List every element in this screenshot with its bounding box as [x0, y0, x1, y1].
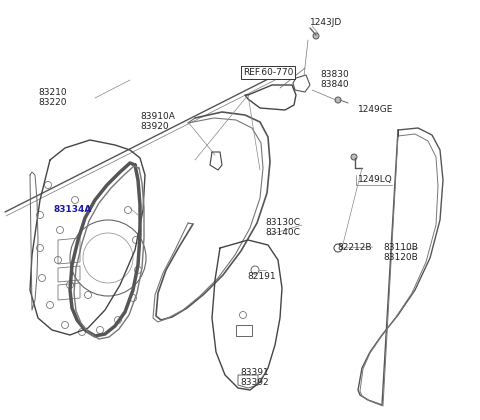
- Text: 83391
83392: 83391 83392: [240, 368, 269, 387]
- Text: 83210
83220: 83210 83220: [38, 88, 67, 108]
- Text: 83910A
83920: 83910A 83920: [140, 112, 175, 131]
- Text: 1249LQ: 1249LQ: [358, 175, 393, 184]
- Text: 1243JD: 1243JD: [310, 18, 342, 27]
- Text: REF.60-770: REF.60-770: [243, 68, 293, 77]
- Text: 83130C
83140C: 83130C 83140C: [265, 218, 300, 237]
- Text: 83134A: 83134A: [54, 205, 92, 214]
- Circle shape: [313, 33, 319, 39]
- Circle shape: [335, 97, 341, 103]
- Text: 83110B
83120B: 83110B 83120B: [383, 243, 418, 262]
- Text: 82191: 82191: [247, 272, 276, 281]
- Text: 83830
83840: 83830 83840: [320, 70, 349, 89]
- Text: 82212B: 82212B: [337, 243, 372, 252]
- Circle shape: [351, 154, 357, 160]
- Text: 1249GE: 1249GE: [358, 105, 394, 114]
